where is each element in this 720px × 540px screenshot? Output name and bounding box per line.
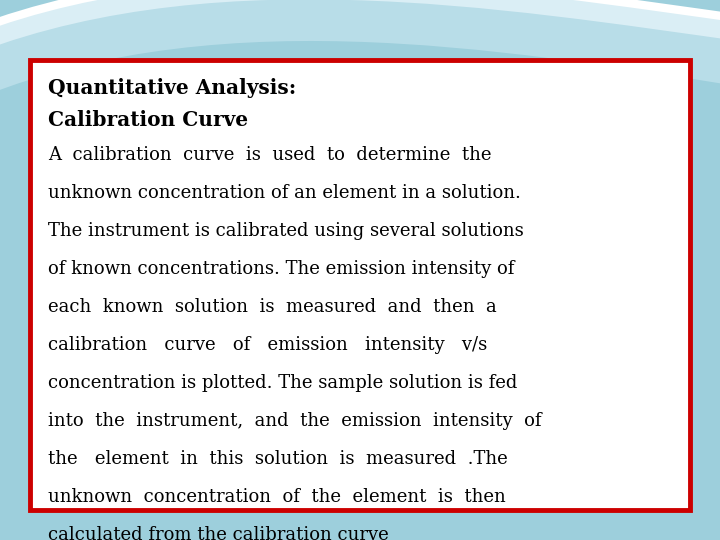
Bar — [30, 60, 690, 510]
Text: of known concentrations. The emission intensity of: of known concentrations. The emission in… — [48, 260, 514, 278]
Text: unknown concentration of an element in a solution.: unknown concentration of an element in a… — [48, 184, 521, 202]
Text: A  calibration  curve  is  used  to  determine  the: A calibration curve is used to determine… — [48, 146, 492, 164]
Text: the   element  in  this  solution  is  measured  .The: the element in this solution is measured… — [48, 450, 508, 468]
Text: concentration is plotted. The sample solution is fed: concentration is plotted. The sample sol… — [48, 374, 518, 392]
Text: Quantitative Analysis:: Quantitative Analysis: — [48, 78, 296, 98]
Text: The instrument is calibrated using several solutions: The instrument is calibrated using sever… — [48, 222, 523, 240]
Text: calculated from the calibration curve: calculated from the calibration curve — [48, 526, 389, 540]
Text: into  the  instrument,  and  the  emission  intensity  of: into the instrument, and the emission in… — [48, 412, 541, 430]
Text: unknown  concentration  of  the  element  is  then: unknown concentration of the element is … — [48, 488, 505, 506]
Text: each  known  solution  is  measured  and  then  a: each known solution is measured and then… — [48, 298, 497, 316]
Text: calibration   curve   of   emission   intensity   v/s: calibration curve of emission intensity … — [48, 336, 487, 354]
Text: Calibration Curve: Calibration Curve — [48, 110, 248, 130]
